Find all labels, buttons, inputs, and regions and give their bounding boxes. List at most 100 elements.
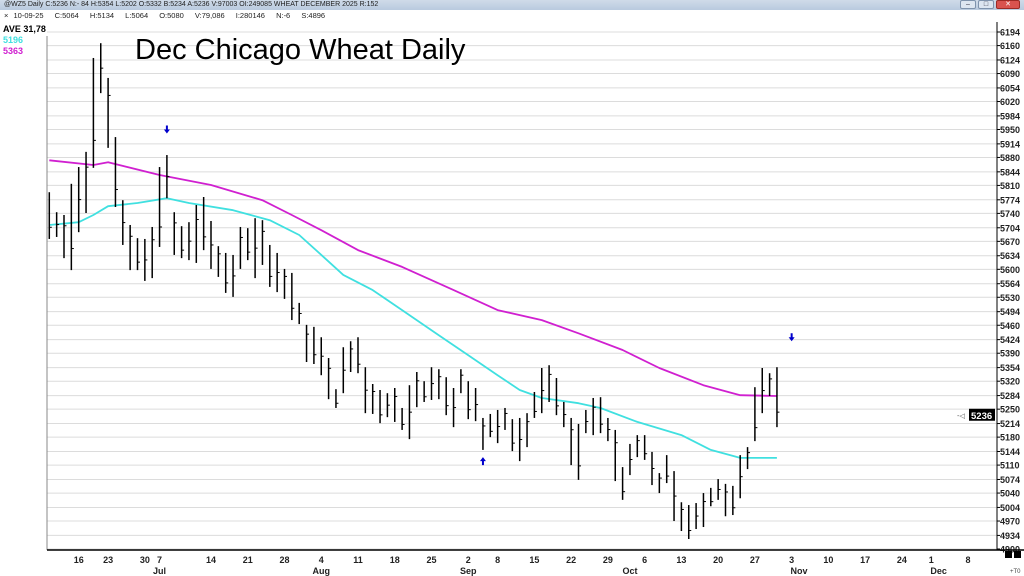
- x-tick-label: 17: [860, 555, 870, 565]
- window-title-bar: @WZ5 Daily C:5236 N:- 84 H:5354 L:5202 O…: [0, 0, 1024, 10]
- x-tick-label: 28: [279, 555, 289, 565]
- x-tick-label: 2: [466, 555, 471, 565]
- info-close: C:5064: [54, 11, 79, 20]
- x-tick-label: 21: [243, 555, 253, 565]
- window-title: @WZ5 Daily C:5236 N:- 84 H:5354 L:5202 O…: [4, 1, 379, 8]
- moving-average-fast-line: [49, 197, 777, 459]
- bar-info-strip: × 10-09-25 C:5064 H:5134 L:5064 O:5080 V…: [0, 10, 1024, 22]
- x-month-label: Oct: [622, 566, 637, 576]
- buy-signal-arrow-icon: [479, 457, 486, 466]
- close-x-icon[interactable]: ×: [4, 11, 9, 20]
- y-tick-label: 5844: [1000, 167, 1020, 177]
- minimize-button[interactable]: –: [960, 0, 976, 9]
- price-pointer-icon: -◁: [957, 412, 966, 420]
- x-tick-label: 30: [140, 555, 150, 565]
- y-tick-label: 5214: [1000, 419, 1020, 429]
- x-tick-label: 6: [642, 555, 647, 565]
- x-tick-label: 14: [206, 555, 216, 565]
- x-tick-label: 22: [566, 555, 576, 565]
- y-tick-label: 5110: [1000, 461, 1020, 471]
- corner-label: +T0: [1010, 569, 1021, 575]
- y-tick-label: 5950: [1000, 125, 1020, 135]
- current-price-label: 5236: [971, 411, 992, 422]
- maximize-button[interactable]: □: [978, 0, 994, 9]
- x-tick-label: 18: [390, 555, 400, 565]
- info-date: 10-09-25: [13, 11, 44, 20]
- y-tick-label: 4970: [1000, 517, 1020, 527]
- x-tick-label: 27: [750, 555, 760, 565]
- y-tick-label: 5530: [1000, 293, 1020, 303]
- y-tick-label: 5564: [1000, 279, 1020, 289]
- close-button[interactable]: ✕: [996, 0, 1020, 9]
- legend-ma-fast: 5196: [3, 35, 24, 45]
- info-oi: I:280146: [235, 11, 265, 20]
- info-low: L:5064: [125, 11, 149, 20]
- info-high: H:5134: [89, 11, 115, 20]
- x-tick-label: 23: [103, 555, 113, 565]
- y-tick-label: 5144: [1000, 447, 1020, 457]
- y-tick-label: 5984: [1000, 111, 1020, 121]
- x-tick-label: 25: [426, 555, 436, 565]
- sell-signal-arrow-icon: [788, 333, 795, 342]
- x-month-label: Dec: [930, 566, 947, 576]
- y-tick-label: 6054: [1000, 83, 1020, 93]
- x-tick-label: 13: [676, 555, 686, 565]
- x-tick-label: 11: [353, 555, 363, 565]
- legend-ave: AVE 31,78: [3, 24, 46, 34]
- y-tick-label: 5704: [1000, 223, 1020, 233]
- y-tick-label: 5460: [1000, 321, 1020, 331]
- x-month-label: Jul: [153, 566, 166, 576]
- x-tick-label: 15: [529, 555, 539, 565]
- y-tick-label: 5634: [1000, 251, 1020, 261]
- y-tick-label: 5810: [1000, 181, 1020, 191]
- info-volume: V:79,086: [194, 11, 225, 20]
- current-price-box: [969, 408, 995, 421]
- x-tick-label: 1: [929, 555, 934, 565]
- scroll-button-icon: [1005, 551, 1012, 558]
- x-month-label: Sep: [460, 566, 477, 576]
- info-net: N:-6: [276, 11, 291, 20]
- x-month-label: Nov: [790, 566, 807, 576]
- chart-title: Dec Chicago Wheat Daily: [135, 34, 466, 66]
- x-tick-label: 3: [789, 555, 794, 565]
- y-tick-label: 5250: [1000, 405, 1020, 415]
- y-tick-label: 5600: [1000, 265, 1020, 275]
- x-tick-label: 16: [74, 555, 84, 565]
- x-tick-label: 29: [603, 555, 613, 565]
- y-tick-label: 5494: [1000, 307, 1020, 317]
- y-tick-label: 5180: [1000, 433, 1020, 443]
- y-tick-label: 5004: [1000, 503, 1020, 513]
- x-tick-label: 7: [157, 555, 162, 565]
- y-tick-label: 5670: [1000, 237, 1020, 247]
- x-tick-label: 4: [319, 555, 324, 565]
- x-month-label: Aug: [313, 566, 331, 576]
- y-tick-label: 5354: [1000, 363, 1020, 373]
- x-tick-label: 8: [966, 555, 971, 565]
- y-tick-label: 5774: [1000, 195, 1020, 205]
- y-tick-label: 6124: [1000, 55, 1020, 65]
- info-settle: S:4896: [301, 11, 326, 20]
- y-tick-label: 5284: [1000, 391, 1020, 401]
- plot-area: [47, 22, 997, 550]
- y-tick-label: 5320: [1000, 377, 1020, 387]
- x-tick-label: 20: [713, 555, 723, 565]
- y-tick-label: 6020: [1000, 97, 1020, 107]
- x-tick-label: 24: [897, 555, 907, 565]
- legend-ma-slow: 5363: [3, 46, 24, 56]
- scroll-button-icon: [1014, 551, 1021, 558]
- y-tick-label: 6090: [1000, 69, 1020, 79]
- y-tick-label: 5880: [1000, 153, 1020, 163]
- y-tick-label: 5040: [1000, 489, 1020, 499]
- y-tick-label: 5390: [1000, 349, 1020, 359]
- y-tick-label: 4934: [1000, 531, 1020, 541]
- info-open: O:5080: [159, 11, 184, 20]
- y-tick-label: 6160: [1000, 41, 1020, 51]
- y-tick-label: 5914: [1000, 139, 1020, 149]
- indicator-legend: AVE 31,78 5196 5363: [3, 24, 46, 57]
- y-tick-label: 5740: [1000, 209, 1020, 219]
- x-tick-label: 8: [495, 555, 500, 565]
- y-tick-label: 5424: [1000, 335, 1020, 345]
- x-tick-label: 10: [823, 555, 833, 565]
- sell-signal-arrow-icon: [163, 125, 170, 134]
